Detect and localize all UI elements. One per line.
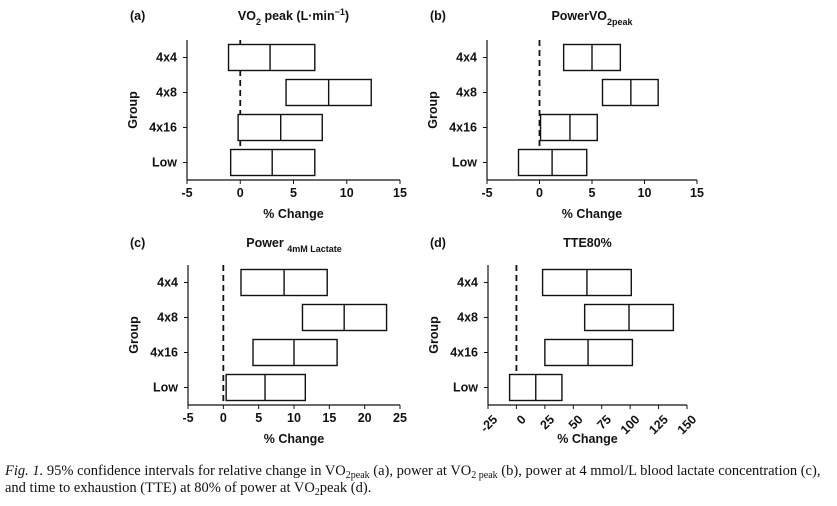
x-tick-label: 0 <box>220 411 227 425</box>
y-axis-label: Group <box>127 316 141 354</box>
interval-box <box>252 338 338 367</box>
title-run: 4mM Lactate <box>287 244 342 254</box>
panel-title: VO2 peak (L·min−1) <box>238 7 349 27</box>
y-tick-label: 4x4 <box>456 51 477 65</box>
x-tick-label: 15 <box>393 186 407 200</box>
x-tick-label: 0 <box>514 412 529 427</box>
y-axis-label: Group <box>427 316 441 354</box>
title-run: PowerVO <box>551 9 607 23</box>
x-tick-label: 5 <box>589 186 596 200</box>
x-tick-label: -5 <box>182 411 193 425</box>
x-tick-label: 50 <box>566 412 586 432</box>
x-tick-label: 150 <box>675 412 700 437</box>
x-tick-label: 20 <box>358 411 372 425</box>
title-run: peak (L·min <box>261 9 335 23</box>
panel-label: (c) <box>130 236 145 250</box>
x-tick-label: 75 <box>594 412 614 432</box>
panel-label: (b) <box>430 9 446 23</box>
y-tick-label: Low <box>452 156 477 170</box>
x-tick-label: 10 <box>287 411 301 425</box>
figure: (a) VO2 peak (L·min−1) -5 0 5 10 15 % Change Gro… <box>126 7 704 446</box>
x-tick-label: 25 <box>393 411 407 425</box>
x-tick-label: 15 <box>322 411 336 425</box>
y-tick-label: Low <box>152 156 177 170</box>
title-run: Power <box>246 236 287 250</box>
caption-run: peak (d). <box>319 480 372 496</box>
caption-run: 95% confidence intervals for relative ch… <box>43 463 346 479</box>
caption-run: 2peak <box>345 470 370 481</box>
y-axis-label: Group <box>426 91 440 129</box>
y-tick-label: 4x8 <box>456 86 477 100</box>
x-tick-label: 100 <box>618 412 643 437</box>
x-axis-label: % Change <box>557 432 617 446</box>
title-run: 2 <box>256 17 261 27</box>
panel-label: (d) <box>430 236 446 250</box>
caption-run: 2 <box>314 487 320 498</box>
x-tick-label: 15 <box>690 186 704 200</box>
y-tick-label: 4x8 <box>156 86 177 100</box>
y-tick-label: 4x16 <box>150 346 178 360</box>
title-run: VO <box>238 9 256 23</box>
x-tick-label: 10 <box>638 186 652 200</box>
x-tick-label: 0 <box>536 186 543 200</box>
y-tick-label: Low <box>453 381 478 395</box>
caption-run: Fig. 1. <box>5 463 44 479</box>
x-axis-label: % Change <box>263 207 323 221</box>
panel-title: PowerVO2peak <box>551 9 633 27</box>
y-tick-label: 4x4 <box>157 276 178 290</box>
interval-box <box>225 373 307 402</box>
title-run: 2peak <box>607 17 634 27</box>
x-tick-label: -25 <box>478 412 501 435</box>
panel-label: (a) <box>130 9 145 23</box>
y-tick-label: 4x4 <box>457 276 478 290</box>
x-tick-label: 25 <box>537 412 557 432</box>
title-run: ) <box>345 9 349 23</box>
x-tick-label: 125 <box>646 412 671 437</box>
x-tick-label: -5 <box>481 186 492 200</box>
caption-run: 2 peak <box>471 470 498 481</box>
x-tick-label: -5 <box>181 186 192 200</box>
interval-box <box>227 43 316 72</box>
x-tick-label: 5 <box>290 186 297 200</box>
x-axis-label: % Change <box>562 207 622 221</box>
y-tick-label: 4x4 <box>156 51 177 65</box>
x-axis-label: % Change <box>264 432 324 446</box>
y-tick-label: 4x8 <box>457 311 478 325</box>
panel-title: TTE80% <box>563 236 612 250</box>
interval-box <box>539 113 598 142</box>
title-run: TTE80% <box>563 236 612 250</box>
title-run: −1 <box>335 7 345 17</box>
y-tick-label: 4x16 <box>149 121 177 135</box>
caption-run: (a), power at VO <box>369 463 472 479</box>
caption-run: (b), power at 4 mmol/L blood lactate con… <box>5 463 821 496</box>
y-tick-label: 4x16 <box>449 121 477 135</box>
x-tick-label: 5 <box>255 411 262 425</box>
panel-title: Power 4mM Lactate <box>246 236 342 254</box>
y-tick-label: 4x8 <box>157 311 178 325</box>
y-tick-label: Low <box>153 381 178 395</box>
caption: Fig. 1. 95% confidence intervals for rel… <box>5 463 833 498</box>
y-tick-label: 4x16 <box>450 346 478 360</box>
x-tick-label: 10 <box>340 186 354 200</box>
y-axis-label: Group <box>126 91 140 129</box>
x-tick-label: 0 <box>237 186 244 200</box>
